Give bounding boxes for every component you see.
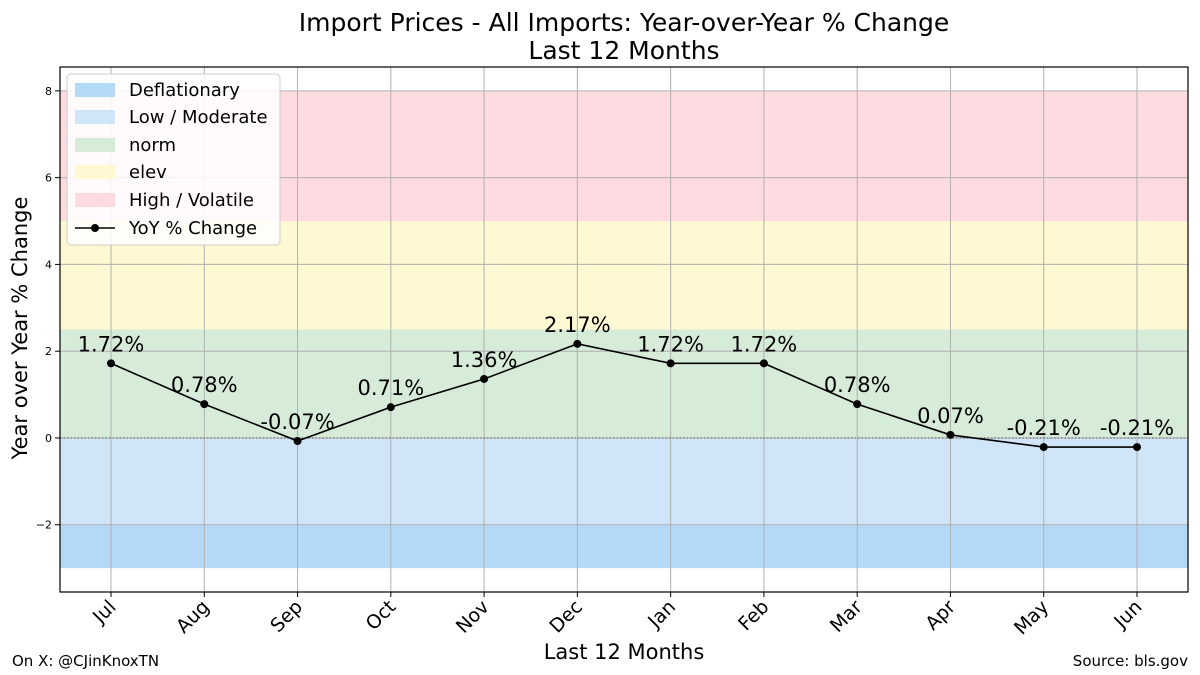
series-line-layer [107, 339, 1141, 452]
data-label: 1.72% [637, 332, 704, 356]
data-label: -0.21% [1007, 416, 1081, 440]
data-label: -0.07% [260, 410, 334, 434]
y-tick-label: 2 [45, 345, 52, 358]
band-low-moderate [60, 437, 1188, 525]
y-tick-label: 4 [45, 258, 52, 271]
y-tick-label: 8 [45, 85, 52, 98]
data-point [480, 374, 489, 383]
legend-swatch-deflationary [75, 83, 115, 97]
data-labels: 1.72% 0.78% -0.07% 0.71% 1.36% 2.17% 1.72% 1.72… [78, 313, 1175, 440]
chart-title: Import Prices - All Imports: Year-over-Y… [299, 8, 949, 37]
legend-swatch-elev [75, 165, 115, 179]
data-label: 1.72% [731, 332, 798, 356]
data-point [573, 339, 582, 348]
plot-frame [59, 66, 1189, 593]
data-point [1039, 443, 1048, 452]
legend-swatch-norm [75, 138, 115, 152]
data-label: 0.78% [171, 373, 238, 397]
legend-marker-sample [91, 224, 99, 232]
legend-swatch-low-moderate [75, 110, 115, 124]
data-point [200, 400, 209, 409]
x-tick-label: Oct [362, 596, 401, 635]
x-tick-label: Nov [452, 596, 494, 638]
legend-label-yoy: YoY % Change [128, 218, 257, 239]
legend-box [66, 73, 281, 246]
data-label: 2.17% [544, 313, 611, 337]
data-label: 0.71% [357, 376, 424, 400]
data-label: 0.07% [917, 404, 984, 428]
legend-label-low-moderate: Low / Moderate [129, 107, 268, 128]
data-label: -0.21% [1100, 416, 1174, 440]
legend-label-elev: elev [129, 162, 167, 183]
x-tick-label: Mar [826, 596, 867, 637]
x-axis-ticks: Jul Aug Sep Oct Nov Dec Jan Feb Mar Apr May Jun [88, 592, 1147, 639]
y-tick-label: 6 [45, 172, 52, 185]
data-label: 1.36% [451, 348, 518, 372]
x-tick-label: Jan [643, 596, 680, 633]
legend-label-norm: norm [129, 135, 176, 156]
footer-source: Source: bls.gov [1073, 652, 1188, 670]
legend-swatch-high-volatile [75, 193, 115, 207]
band-norm [60, 329, 1188, 438]
x-tick-label: Sep [266, 596, 307, 637]
data-point [666, 359, 675, 368]
x-tick-label: Dec [545, 596, 587, 638]
data-point [386, 403, 395, 412]
x-tick-label: Aug [172, 596, 214, 638]
data-label: 1.72% [78, 332, 145, 356]
y-axis-label: Year over Year % Change [8, 197, 32, 461]
band-deflationary [60, 524, 1188, 569]
data-label: 0.78% [824, 373, 891, 397]
data-point [107, 359, 115, 368]
y-axis-ticks: −2 0 2 4 6 8 [36, 85, 60, 532]
chart-subtitle: Last 12 Months [528, 36, 719, 65]
series-line [110, 342, 1137, 448]
y-tick-label: 0 [45, 432, 52, 445]
y-tick-label: −2 [36, 519, 52, 532]
x-tick-label: Jun [1109, 596, 1146, 633]
x-tick-label: Jul [88, 596, 120, 628]
x-tick-label: May [1010, 596, 1053, 639]
data-point [759, 359, 768, 368]
legend-label-deflationary: Deflationary [129, 80, 240, 101]
x-tick-label: Apr [921, 596, 960, 635]
footer-handle: On X: @CJinKnoxTN [12, 652, 159, 670]
legend: Deflationary Low / Moderate norm elev Hi… [66, 73, 281, 246]
data-point [853, 400, 862, 409]
data-point [946, 430, 955, 439]
data-point [1133, 443, 1141, 452]
x-tick-label: Feb [734, 596, 773, 635]
legend-label-high-volatile: High / Volatile [129, 190, 254, 211]
x-axis-label: Last 12 Months [544, 640, 705, 664]
data-point [293, 437, 302, 446]
